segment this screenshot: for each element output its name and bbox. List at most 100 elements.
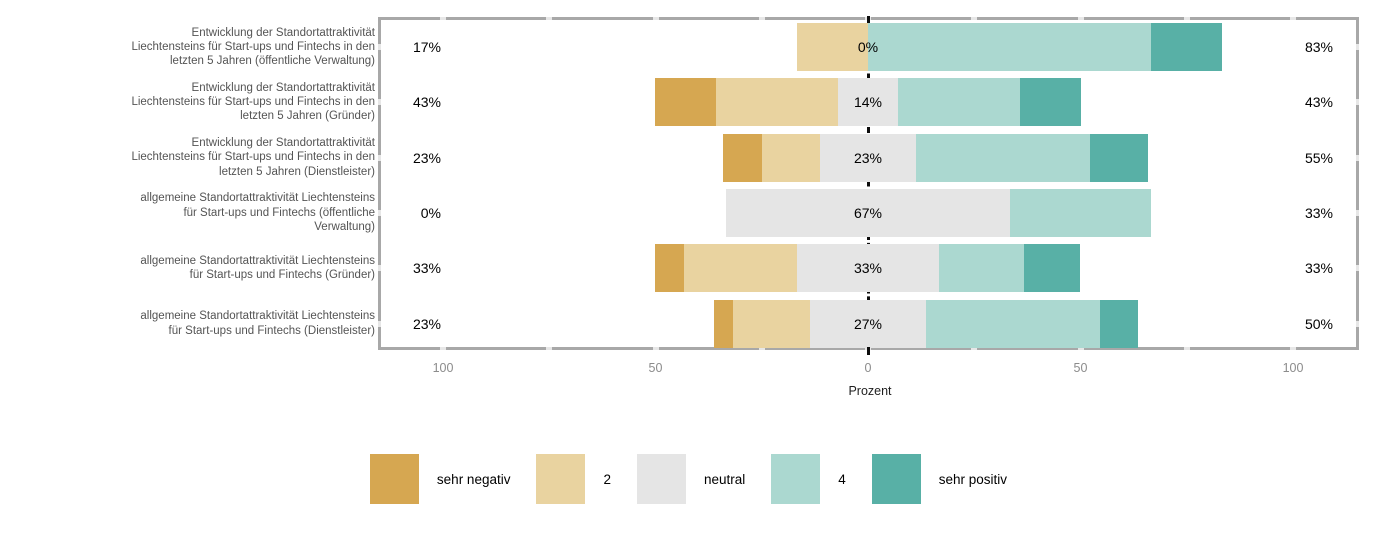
border-gridline-gap [1183, 17, 1190, 20]
category-label-line: allgemeine Standortattraktivität Liechte… [140, 254, 375, 267]
category-label-line: allgemeine Standortattraktivität Liechte… [140, 310, 375, 323]
border-gridline-gap [1356, 265, 1359, 272]
border-gridline-gap [378, 44, 381, 50]
bar-segment-4 [867, 23, 1152, 71]
border-gridline-gap [440, 347, 446, 350]
category-label-line: letzten 5 Jahren (Dienstleister) [219, 165, 375, 178]
bar-segment-sehr-negativ [723, 133, 762, 182]
legend-swatch [771, 454, 821, 504]
legend-item: 2 [536, 454, 637, 504]
x-axis-tick-label: 100 [1282, 361, 1304, 375]
category-label: allgemeine Standortattraktivität Liechte… [30, 184, 375, 242]
bar-segment-4 [1009, 188, 1152, 237]
bar-segment-neutral [809, 299, 926, 348]
border-gridline-gap [1356, 154, 1359, 161]
legend-label: 2 [603, 471, 611, 487]
legend-label: neutral [703, 471, 746, 487]
likert-bar-row [655, 244, 1081, 293]
category-label-line: letzten 5 Jahren (Gründer) [240, 110, 375, 123]
bar-segment-sehr-positiv [1151, 23, 1223, 71]
positive-total-label: 83% [1304, 39, 1334, 55]
legend-label: sehr negativ [436, 471, 511, 487]
border-gridline-gap [1290, 17, 1296, 20]
likert-bar-row [713, 299, 1139, 348]
legend-item: sehr positiv [871, 454, 1008, 504]
bar-segment-2 [797, 23, 868, 71]
category-label: Entwicklung der Standortattraktivität Lie… [30, 129, 375, 187]
x-axis-tick-label: 50 [648, 361, 663, 375]
bar-segment-neutral [726, 188, 1010, 237]
category-label-line: Entwicklung der Standortattraktivität [191, 26, 375, 39]
chart-legend: sehr negativ 2 neutral 4 sehr positiv [0, 454, 1377, 504]
neutral-total-label: 33% [853, 260, 883, 277]
border-gridline-gap [378, 99, 381, 106]
positive-total-label: 33% [1304, 260, 1334, 277]
zero-line-top-tick [866, 16, 870, 20]
border-gridline-gap [440, 17, 446, 20]
neutral-total-label: 67% [853, 204, 883, 221]
bar-segment-sehr-positiv [1090, 133, 1148, 182]
border-gridline-gap [378, 154, 381, 161]
border-gridline-gap [971, 347, 978, 350]
negative-total-label: 17% [412, 39, 441, 55]
category-label: allgemeine Standortattraktivität Liechte… [30, 295, 375, 353]
border-gridline-gap [1356, 320, 1359, 327]
legend-swatch [536, 454, 586, 504]
neutral-total-label: 23% [853, 149, 883, 166]
panel-border-left [378, 17, 381, 350]
border-gridline-gap [1356, 209, 1359, 216]
border-gridline-gap [758, 347, 765, 350]
bar-segment-4 [898, 78, 1020, 127]
category-label-line: für Start-ups und Fintechs (Gründer) [189, 269, 375, 282]
zero-reference-line [866, 20, 870, 347]
bar-segment-sehr-negativ [655, 244, 684, 293]
legend-item: sehr negativ [369, 454, 537, 504]
neutral-total-label: 0% [857, 39, 879, 55]
category-label-line: Liechtensteins für Start-ups und Fintech… [131, 96, 375, 109]
negative-total-label: 23% [412, 149, 441, 166]
category-label: Entwicklung der Standortattraktivität Lie… [30, 73, 375, 131]
bar-segment-2 [683, 244, 798, 293]
panel-border-right [1356, 17, 1359, 350]
category-label: allgemeine Standortattraktivität Liechte… [30, 239, 375, 297]
border-gridline-gap [652, 17, 659, 20]
likert-bar-row [723, 133, 1148, 182]
border-gridline-gap [652, 347, 659, 350]
category-label-line: allgemeine Standortattraktivität Liechte… [140, 192, 375, 205]
category-label-line: für Start-ups und Fintechs (öffentliche [183, 206, 375, 219]
legend-item: 4 [771, 454, 872, 504]
bar-segment-2 [761, 133, 820, 182]
bar-segment-4 [925, 299, 1100, 348]
legend-swatch [636, 454, 686, 504]
border-gridline-gap [1183, 347, 1190, 350]
x-axis-tick-label: 0 [864, 361, 872, 375]
legend-label: sehr positiv [938, 471, 1008, 487]
border-gridline-gap [1356, 44, 1359, 50]
bar-segment-neutral [797, 244, 939, 293]
border-gridline-gap [378, 265, 381, 272]
legend-swatch [871, 454, 921, 504]
neutral-total-label: 27% [853, 315, 883, 332]
border-gridline-gap [1077, 347, 1084, 350]
negative-total-label: 43% [412, 94, 441, 111]
border-gridline-gap [378, 209, 381, 216]
x-axis-tick-label: 50 [1073, 361, 1088, 375]
x-axis-title: Prozent [848, 384, 892, 398]
category-label-line: Liechtensteins für Start-ups und Fintech… [131, 151, 375, 164]
category-label-line: Entwicklung der Standortattraktivität [191, 81, 375, 94]
positive-total-label: 33% [1304, 204, 1334, 221]
bar-segment-neutral [819, 133, 917, 182]
negative-total-label: 23% [412, 315, 441, 332]
category-label-line: Liechtensteins für Start-ups und Fintech… [131, 40, 375, 53]
likert-bar-row [797, 23, 1223, 71]
neutral-total-label: 14% [853, 94, 883, 111]
bar-segment-4 [916, 133, 1091, 182]
legend-label: 4 [838, 471, 846, 487]
bar-segment-2 [716, 78, 838, 127]
border-gridline-gap [971, 17, 978, 20]
bar-segment-sehr-positiv [1023, 244, 1081, 293]
category-label-line: letzten 5 Jahren (öffentliche Verwaltung… [170, 55, 375, 68]
border-gridline-gap [1077, 17, 1084, 20]
legend-swatch [369, 454, 419, 504]
